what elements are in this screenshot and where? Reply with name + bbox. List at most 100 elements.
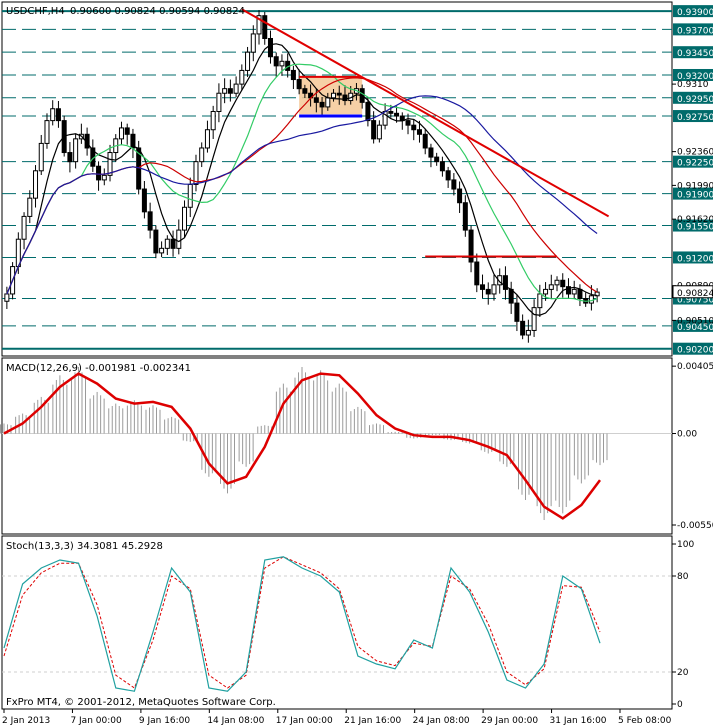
candle-body [588,295,594,304]
copyright-label: FxPro MT4, © 2001-2012, MetaQuotes Softw… [6,697,276,708]
candle-body [296,79,302,90]
candle-body [376,124,382,140]
price-level-label: 0.91900 [677,191,713,201]
candle-body [388,110,394,114]
current-price-tag [672,285,713,299]
candle-body [182,206,188,231]
candle-body [210,110,216,131]
stoch-signal-line [3,556,601,689]
stoch-title: Stoch(13,3,3) 34.3081 45.2928 [6,541,163,552]
time-tick-label: 29 Jan 00:00 [481,716,538,726]
time-tick-label: 17 Jan 00:00 [276,716,333,726]
price-level-tag [673,91,713,104]
price-level-label: 0.90200 [677,346,713,356]
candle-body [525,329,531,336]
time-tick-label: 2 Jan 2013 [2,716,50,726]
price-level-tag [673,5,713,18]
candle-body [101,174,107,181]
moving-averages [6,43,598,316]
price-level-label: 0.92250 [677,159,713,169]
candle-body [199,147,205,163]
candle-body [73,138,79,163]
candle-body [428,147,434,158]
candle-body [325,97,331,108]
candle-body [571,288,577,295]
candle-body [147,211,153,231]
candle-body [565,286,571,295]
price-level-label: 0.90450 [677,323,713,333]
candle-body [468,229,474,263]
candle-body [256,15,262,35]
candle-body [67,152,73,163]
chart-symbol-label: USDCHF,H4 [6,6,65,17]
time-axis: 2 Jan 2013 7 Jan 00:00 9 Jan 16:00 14 Jan 0… [2,709,672,726]
candle-body [342,94,348,102]
price-level-tag [673,187,713,200]
stoch-tick-label: 20 [677,668,689,678]
candle-body [290,69,296,81]
candle-body [554,279,560,286]
candle-body [245,51,251,71]
candle-body [187,183,193,208]
candle-body [394,112,400,117]
stoch-tick-label: 100 [677,540,694,550]
price-tick-label: 0.92360 [677,148,713,158]
candle-body [96,165,102,181]
candle-body [38,142,44,172]
stochastic-indicator: 100 80 20 0 [2,540,694,710]
price-level-tag [673,251,713,264]
chart-ohlc-label: 0.90600 0.90824 0.90594 0.90824 [70,6,245,17]
candle-body [302,88,308,94]
price-tick-label: 0.91990 [677,181,713,191]
candle-body [222,88,228,94]
candle-body [537,293,543,309]
price-level-tag [673,68,713,81]
price-level-label: 0.93200 [677,72,713,82]
candle-body [457,188,463,204]
stoch-tick-label: 0 [677,700,683,710]
price-tick-label: 0.90510 [677,316,713,326]
candle-body [462,202,468,231]
candle-body [193,161,199,185]
candle-body [279,60,285,67]
candle-body [514,302,520,322]
candle-body [371,120,377,140]
candle-body [267,37,273,58]
candle-body [164,238,170,249]
price-level-label: 0.92950 [677,95,713,105]
stoch-tick-label: 80 [677,572,689,582]
candle-body [44,120,50,144]
price-level-tag [673,23,713,36]
stoch-panel-frame [1,535,673,710]
macd-indicator: 0.004052 0.00 -0.00550 [0,362,713,531]
current-price-label: 0.90824 [677,289,713,299]
price-axis-labels: 0.93900 0.93700 0.93450 0.93200 0.92950 0.927… [672,5,713,356]
candle-body [107,152,113,176]
candle-body [485,288,491,295]
ma-medium-line [6,63,598,302]
candle-body [159,247,165,254]
macd-panel-frame [1,357,673,535]
time-tick-label: 14 Jan 08:00 [207,716,264,726]
time-tick-label: 24 Jan 08:00 [413,716,470,726]
price-level-tag [673,110,713,123]
ma-long-line [6,95,598,295]
price-tick-label: 0.9310 [677,80,709,90]
candle-body [491,284,497,295]
candle-body [27,197,33,217]
candle-body [153,229,159,254]
price-level-tag [673,342,713,355]
price-level-tag [673,46,713,59]
candle-body [4,293,10,302]
time-tick-label: 31 Jan 16:00 [550,716,607,726]
candle-body [365,101,371,122]
candle-body [474,261,480,286]
candle-body [416,129,422,135]
stoch-main-line [3,556,601,692]
price-level-label: 0.93450 [677,49,713,59]
candle-body [543,288,549,295]
candle-body [141,188,147,213]
trendlines [241,8,610,258]
candle-body [497,275,503,286]
